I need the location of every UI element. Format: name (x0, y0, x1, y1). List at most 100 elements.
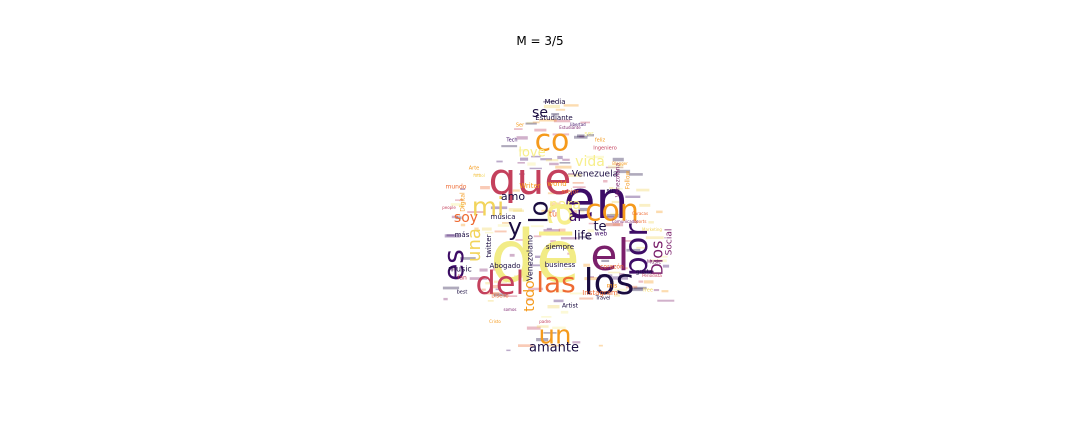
filler-word-mark (566, 173, 582, 177)
cloud-word: feliz (595, 138, 606, 144)
filler-word-mark (606, 216, 614, 220)
cloud-word: co (535, 124, 570, 159)
filler-word-mark (575, 209, 585, 213)
filler-word-mark (525, 122, 537, 125)
figure-title: M = 3/5 (516, 34, 564, 48)
cloud-word: free (643, 288, 653, 294)
filler-word-mark (497, 224, 510, 227)
filler-word-mark (560, 310, 569, 314)
cloud-word: Caracas (632, 211, 648, 216)
filler-word-mark (459, 204, 464, 208)
cloud-word: Dios (648, 241, 667, 276)
cloud-word: Abogado (490, 262, 521, 270)
filler-word-mark (543, 100, 556, 103)
cloud-word: gusta (636, 269, 653, 276)
cloud-word: música (491, 213, 516, 221)
filler-word-mark (485, 231, 494, 234)
filler-word-mark (518, 344, 534, 347)
filler-word-mark (473, 173, 481, 176)
filler-word-mark (515, 239, 528, 241)
filler-word-mark (567, 252, 573, 255)
filler-word-mark (543, 229, 560, 232)
filler-word-mark (518, 149, 528, 152)
filler-word-mark (528, 287, 544, 291)
cloud-word: Travel (595, 296, 611, 302)
filler-word-mark (558, 228, 566, 232)
filler-word-mark (516, 136, 528, 140)
cloud-word: Estudiante (559, 125, 581, 130)
filler-word-mark (460, 188, 466, 190)
filler-word-mark (467, 211, 485, 213)
filler-word-mark (495, 288, 502, 291)
filler-word-mark (514, 275, 526, 279)
filler-word-mark (572, 182, 584, 184)
cloud-word: te (593, 220, 606, 235)
filler-word-mark (492, 285, 501, 289)
cloud-word: Sports (634, 219, 647, 224)
filler-word-mark (487, 300, 494, 302)
filler-word-mark (551, 113, 560, 116)
filler-word-mark (643, 280, 654, 284)
filler-word-mark (611, 200, 624, 204)
cloud-word: de (490, 215, 580, 299)
cloud-word: Artist (562, 303, 579, 310)
cloud-word: world (547, 180, 566, 188)
cloud-word: tu (549, 210, 557, 219)
filler-word-mark (526, 297, 533, 301)
cloud-word: Social (665, 229, 675, 256)
cloud-word: Music (647, 260, 661, 266)
cloud-word: life (574, 229, 592, 243)
filler-word-mark (547, 305, 560, 309)
filler-word-mark (580, 121, 590, 124)
filler-word-mark (550, 240, 556, 243)
filler-word-mark (633, 286, 647, 290)
filler-word-mark (526, 326, 541, 330)
cloud-word: Follow (625, 171, 632, 190)
cloud-word: mejor (561, 189, 579, 196)
filler-word-mark (451, 215, 458, 219)
cloud-word: un (539, 321, 572, 351)
cloud-word: Arte (469, 166, 480, 172)
filler-word-mark (540, 158, 552, 161)
cloud-word: más (455, 231, 470, 239)
filler-word-mark (578, 207, 589, 212)
cloud-word: corazón (600, 264, 624, 271)
cloud-word: Comunicador (612, 219, 639, 224)
filler-word-mark (608, 271, 621, 274)
cloud-word: el (590, 230, 629, 281)
filler-word-mark (572, 341, 581, 344)
filler-word-mark (638, 280, 644, 283)
filler-word-mark (560, 237, 578, 240)
filler-word-mark (586, 155, 604, 159)
filler-word-mark (601, 259, 610, 262)
filler-word-mark (563, 104, 579, 107)
cloud-word: love (518, 146, 545, 161)
cloud-word: mi (472, 193, 505, 223)
filler-word-mark (506, 349, 511, 352)
cloud-word: music (448, 265, 472, 274)
filler-word-mark (625, 195, 641, 198)
filler-word-mark (486, 292, 500, 295)
cloud-word: Venezolano (526, 235, 535, 281)
filler-word-mark (583, 263, 590, 267)
filler-word-mark (588, 222, 594, 225)
filler-word-mark (444, 234, 461, 238)
filler-word-mark (502, 222, 511, 224)
filler-word-mark (509, 253, 515, 257)
filler-word-mark (579, 236, 591, 239)
filler-word-mark (559, 162, 571, 164)
cloud-word: siempre (546, 243, 574, 251)
filler-word-mark (619, 273, 625, 277)
cloud-word: que (489, 154, 572, 205)
filler-word-mark (552, 326, 566, 329)
filler-word-mark (534, 128, 547, 132)
filler-word-mark (545, 159, 559, 162)
filler-word-mark (568, 173, 575, 175)
filler-word-mark (630, 287, 643, 292)
filler-word-mark (569, 292, 583, 295)
cloud-word: business (545, 261, 576, 269)
cloud-word: Media (544, 98, 565, 106)
cloud-word: Digital (460, 192, 467, 212)
filler-word-mark (606, 214, 619, 218)
